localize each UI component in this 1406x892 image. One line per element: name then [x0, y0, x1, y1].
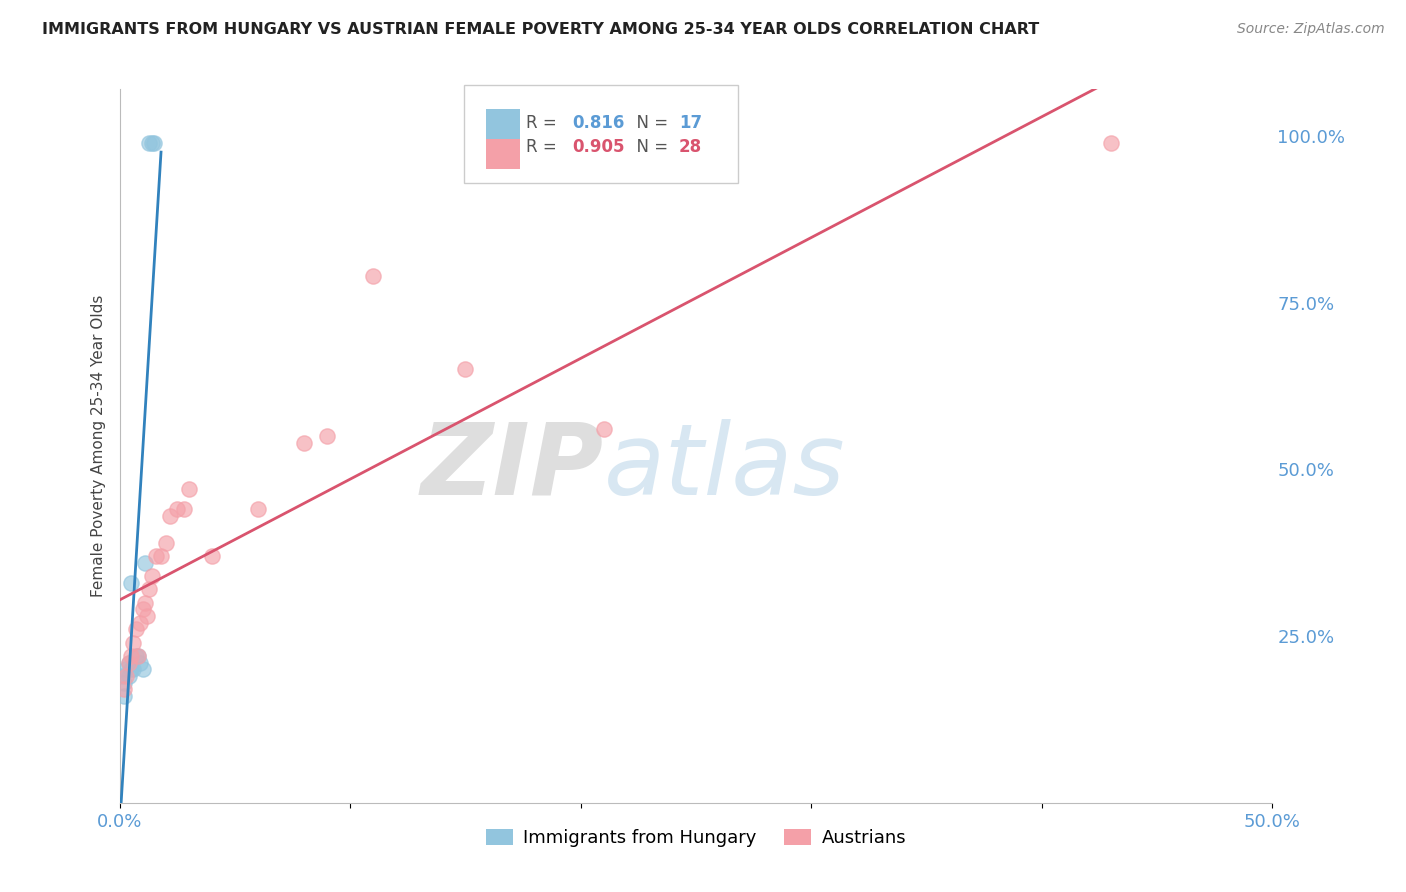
Point	[136, 609, 159, 624]
Point	[131, 602, 153, 616]
Point	[134, 596, 156, 610]
Point	[124, 649, 146, 664]
Point	[177, 483, 200, 497]
Point	[138, 136, 160, 150]
Text: 0.905: 0.905	[572, 138, 624, 156]
Point	[112, 675, 135, 690]
Point	[141, 136, 163, 150]
Text: ZIP: ZIP	[420, 419, 603, 516]
Legend: Immigrants from Hungary, Austrians: Immigrants from Hungary, Austrians	[478, 822, 914, 855]
Point	[118, 669, 141, 683]
Point	[201, 549, 224, 563]
Point	[129, 615, 152, 630]
Y-axis label: Female Poverty Among 25-34 Year Olds: Female Poverty Among 25-34 Year Olds	[90, 295, 105, 597]
Point	[115, 669, 138, 683]
Point	[150, 549, 173, 563]
Point	[361, 268, 384, 283]
Point	[134, 556, 156, 570]
Point	[115, 662, 138, 676]
Point	[112, 689, 135, 703]
Point	[316, 429, 339, 443]
Point	[120, 662, 142, 676]
Point	[112, 682, 135, 697]
Point	[145, 549, 167, 563]
Point	[122, 662, 145, 676]
Point	[143, 136, 166, 150]
Text: IMMIGRANTS FROM HUNGARY VS AUSTRIAN FEMALE POVERTY AMONG 25-34 YEAR OLDS CORRELA: IMMIGRANTS FROM HUNGARY VS AUSTRIAN FEMA…	[42, 22, 1039, 37]
Text: 0.816: 0.816	[572, 114, 624, 132]
Point	[120, 575, 142, 590]
Point	[120, 649, 142, 664]
Point	[118, 656, 141, 670]
Text: atlas: atlas	[603, 419, 845, 516]
Point	[173, 502, 195, 516]
Point	[155, 535, 177, 549]
Point	[127, 649, 149, 664]
Point	[129, 656, 152, 670]
Text: N =: N =	[626, 138, 673, 156]
Point	[141, 569, 163, 583]
Point	[292, 435, 315, 450]
Point	[159, 509, 181, 524]
Point	[118, 656, 141, 670]
Text: 28: 28	[679, 138, 702, 156]
Point	[124, 623, 146, 637]
Point	[138, 582, 160, 597]
Text: N =: N =	[626, 114, 673, 132]
Text: R =: R =	[526, 138, 562, 156]
Point	[246, 502, 269, 516]
Point	[127, 649, 149, 664]
Text: Source: ZipAtlas.com: Source: ZipAtlas.com	[1237, 22, 1385, 37]
Point	[166, 502, 188, 516]
Text: 17: 17	[679, 114, 702, 132]
Point	[131, 662, 153, 676]
Point	[592, 422, 614, 436]
Point	[454, 362, 477, 376]
Point	[122, 636, 145, 650]
Text: R =: R =	[526, 114, 562, 132]
Point	[1099, 136, 1122, 150]
Point	[111, 669, 134, 683]
